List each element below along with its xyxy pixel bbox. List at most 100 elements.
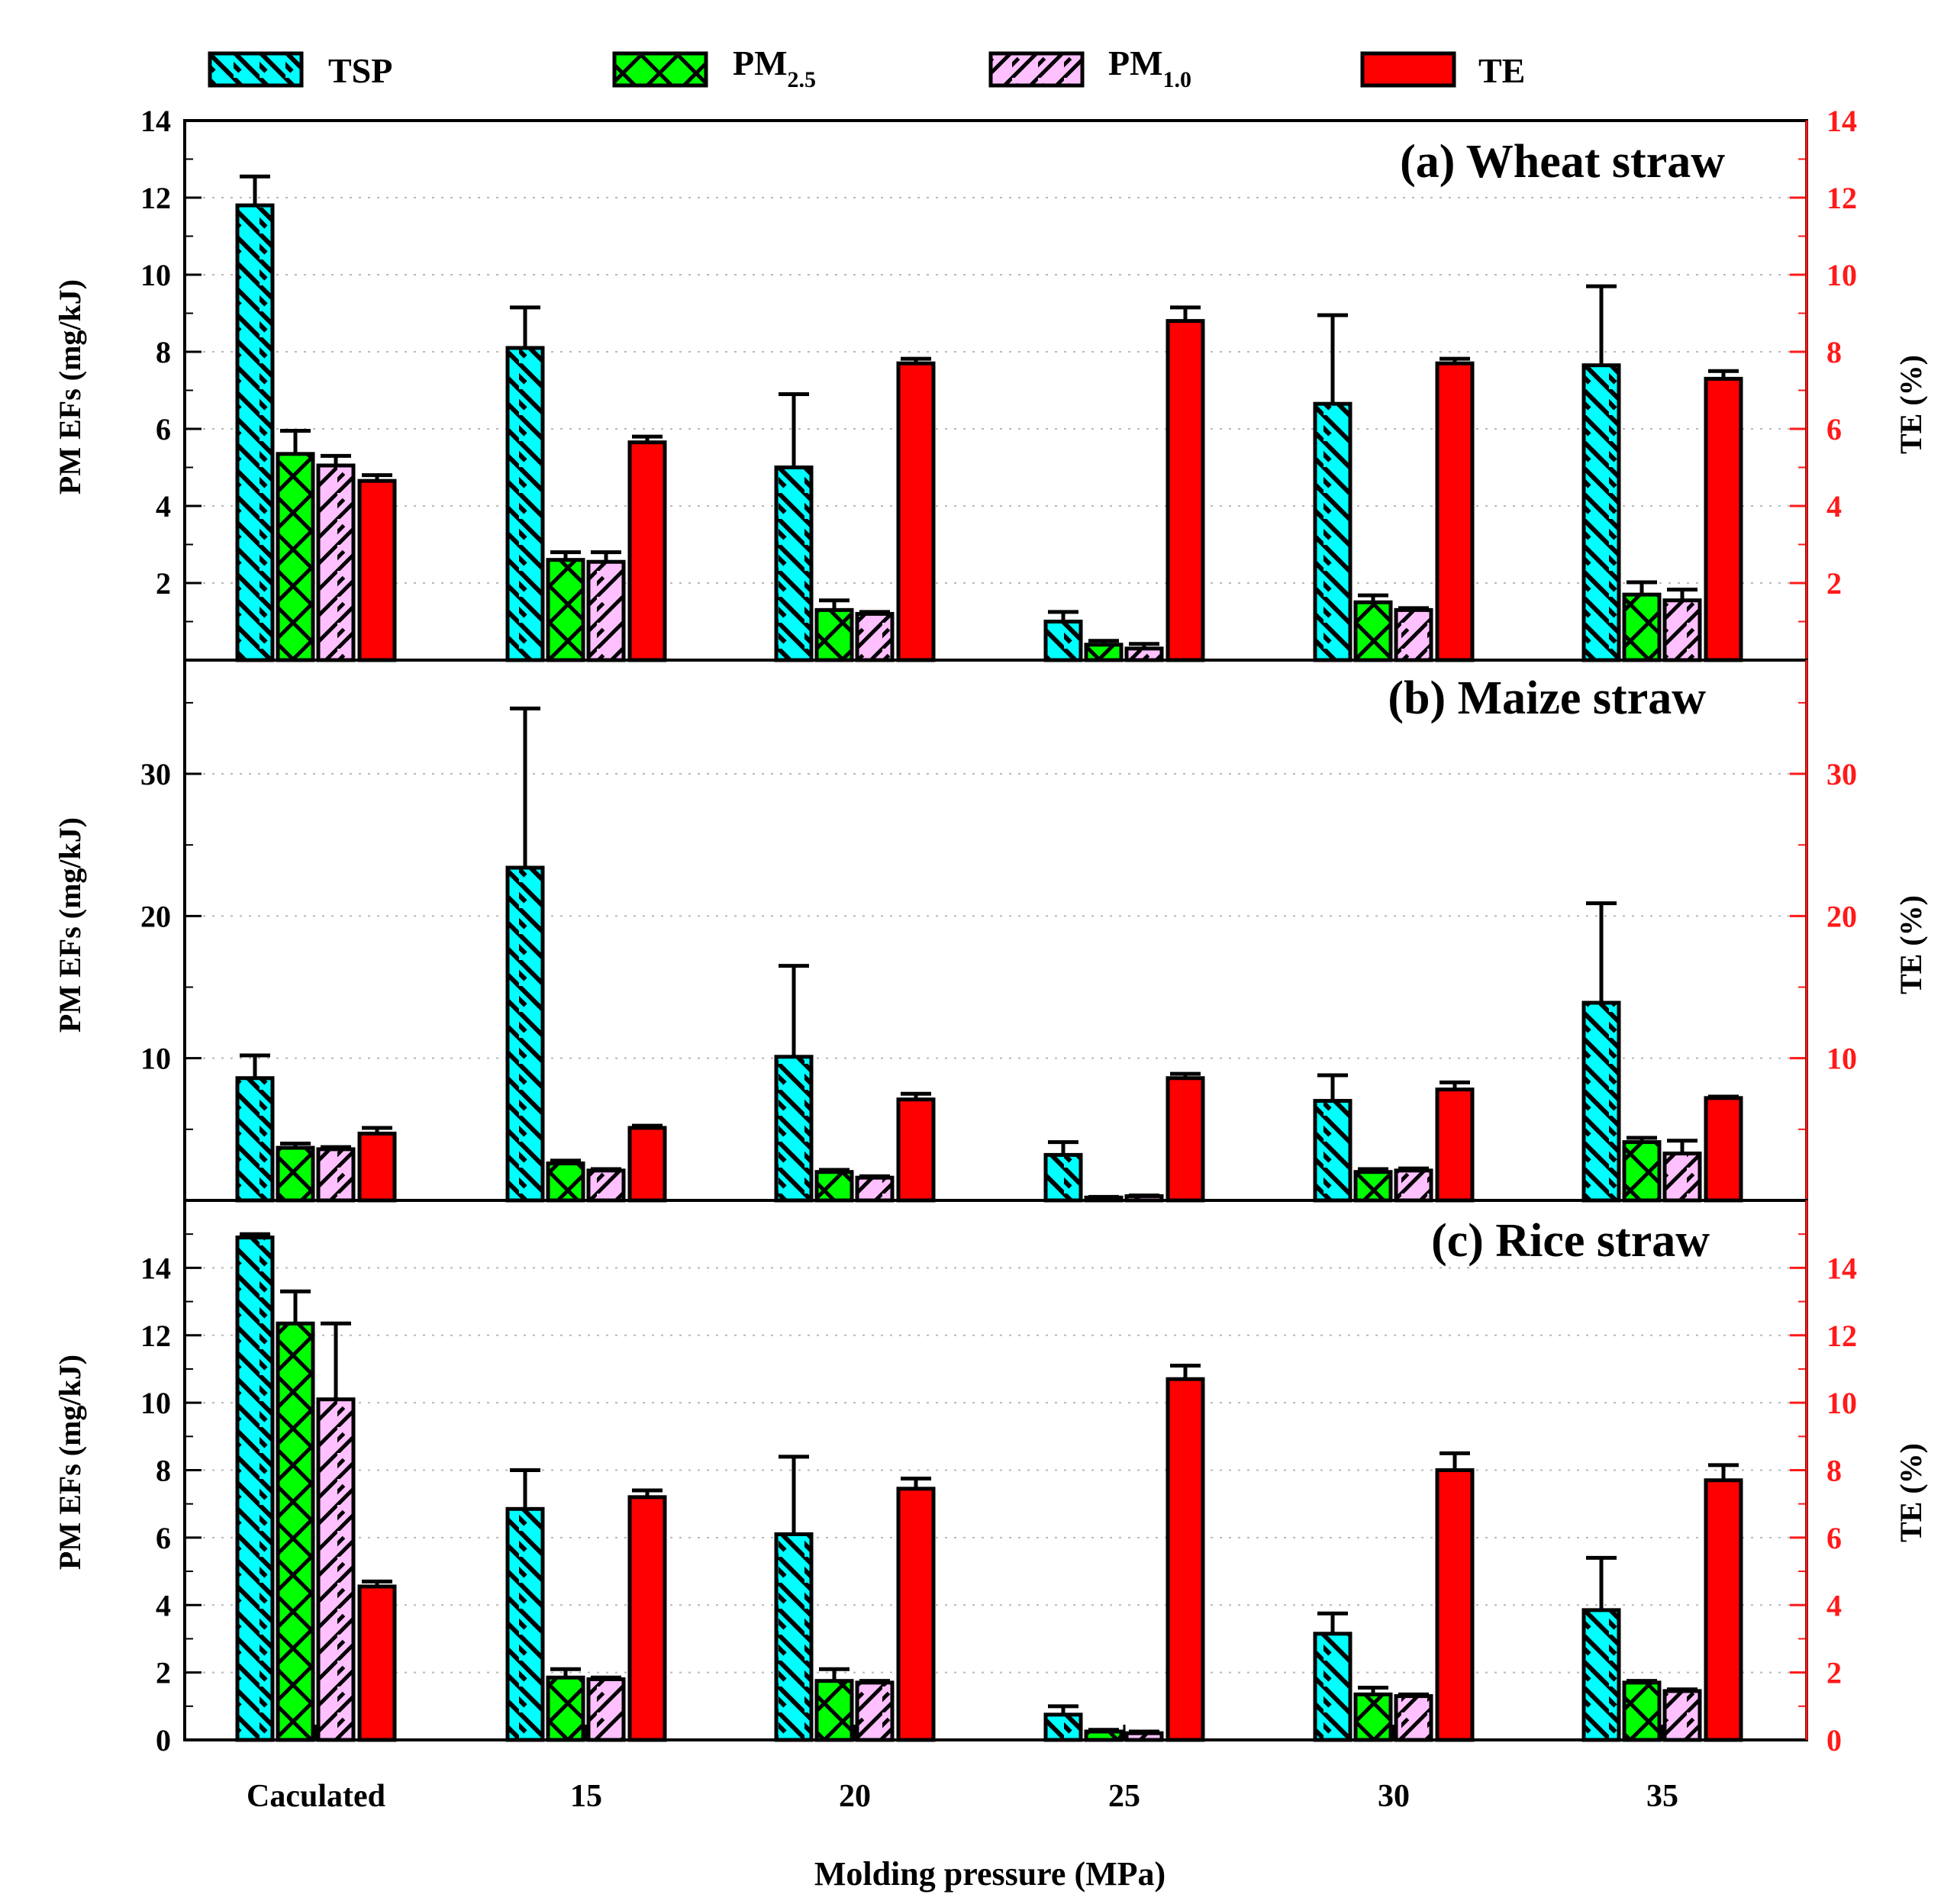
panel-b: 10 10 20 20 30 30 [140, 659, 1857, 1203]
bar-b-tsp-4 [1313, 1099, 1352, 1203]
y-tick-label: 30 [140, 757, 171, 791]
x-tick-label-caculated: Caculated [247, 1779, 385, 1814]
panel-c-title: (c) Rice straw [1431, 1215, 1710, 1267]
bar-c-te-2 [896, 1487, 936, 1742]
y-tick-label: 8 [156, 1454, 171, 1488]
bar-c-pm25-0 [276, 1321, 315, 1742]
panel-c-y2label: TE (%) [1894, 1443, 1928, 1542]
y-tick-label: 10 [140, 1042, 171, 1076]
bar-c-te-4 [1435, 1468, 1475, 1742]
bar-c-tsp-5 [1581, 1608, 1621, 1742]
bar-c-tsp-0 [235, 1236, 275, 1742]
y-tick-label: 2 [156, 1656, 171, 1690]
x-tick-label-15: 15 [570, 1779, 602, 1814]
bar-b-tsp-5 [1581, 1000, 1621, 1203]
legend-label-pm25-main: PM [733, 43, 788, 82]
bar-c-pm10-0 [316, 1397, 356, 1742]
x-tick-label-30: 30 [1378, 1779, 1410, 1814]
x-tick-label-20: 20 [839, 1779, 871, 1814]
bar-b-pm10-2 [855, 1175, 895, 1203]
y2-tick-label: 14 [1826, 1251, 1857, 1285]
y-tick-label: 12 [140, 181, 171, 215]
legend-label-pm10: PM1.0 [1108, 43, 1191, 92]
bar-c-te-3 [1165, 1377, 1205, 1742]
y-tick-label: 10 [140, 258, 171, 292]
bar-a-tsp-2 [774, 466, 814, 662]
y2-tick-label: 8 [1826, 1454, 1842, 1488]
y2-tick-label: 2 [1826, 1656, 1842, 1690]
legend-item-tsp: TSP [208, 51, 392, 90]
legend-label-pm25-sub: 2.5 [788, 67, 817, 92]
legend-label-pm10-sub: 1.0 [1163, 67, 1192, 92]
bar-a-te-3 [1165, 319, 1205, 662]
bar-a-pm10-2 [855, 611, 895, 662]
x-tick-label-35: 35 [1646, 1779, 1678, 1814]
bar-a-pm10-3 [1124, 646, 1164, 662]
panel-frame [183, 1199, 1808, 1741]
bar-c-pm10-4 [1394, 1694, 1433, 1742]
y-tick-label: 8 [156, 335, 171, 369]
legend-swatch-te [1360, 51, 1456, 88]
bar-b-pm10-4 [1394, 1168, 1433, 1203]
bar-c-te-1 [627, 1495, 667, 1742]
panel-a-ylabel: PM EFs (mg/kJ) [53, 279, 87, 495]
bar-c-pm25-2 [814, 1679, 854, 1742]
bar-a-tsp-1 [505, 346, 545, 662]
bar-b-te-1 [627, 1126, 667, 1203]
bar-c-pm25-4 [1353, 1692, 1393, 1742]
bar-c-pm10-5 [1662, 1689, 1702, 1742]
bar-a-pm10-4 [1394, 607, 1433, 662]
bar-a-tsp-4 [1313, 401, 1352, 662]
bar-c-te-5 [1704, 1478, 1743, 1742]
y2-tick-label: 14 [1826, 104, 1857, 138]
panel-b-ylabel: PM EFs (mg/kJ) [53, 817, 87, 1033]
y2-tick-label: 4 [1826, 489, 1842, 524]
bar-c-te-0 [357, 1584, 397, 1742]
bar-a-te-5 [1704, 376, 1743, 662]
bar-c-tsp-4 [1313, 1632, 1352, 1742]
legend-swatch-pm10 [988, 51, 1085, 88]
bar-b-te-4 [1435, 1087, 1475, 1203]
y2-tick-label: 12 [1826, 181, 1857, 215]
y-tick-label: 6 [156, 1521, 171, 1555]
bar-c-tsp-3 [1043, 1712, 1083, 1742]
x-axis-title: Molding pressure (MPa) [814, 1855, 1165, 1893]
panel-a: 2 2 4 4 6 6 8 8 10 10 12 12 14 14 [140, 104, 1857, 662]
bar-b-pm10-1 [586, 1168, 626, 1203]
bar-a-te-1 [627, 440, 667, 662]
panel-a-y2label: TE (%) [1894, 355, 1928, 454]
legend-label-pm25: PM2.5 [733, 43, 816, 92]
bar-b-te-0 [357, 1131, 397, 1203]
y-tick-label: 4 [156, 489, 171, 524]
bar-b-tsp-0 [235, 1076, 275, 1203]
panel-frame [183, 659, 1808, 1202]
bar-b-tsp-3 [1043, 1152, 1083, 1203]
legend-label-te: TE [1478, 51, 1525, 90]
bar-a-pm10-1 [586, 559, 626, 662]
bar-a-te-4 [1435, 361, 1475, 662]
bar-a-te-0 [357, 478, 397, 662]
bar-b-pm25-4 [1353, 1170, 1393, 1203]
x-axis-category-labels: Caculated 15 20 25 30 35 [247, 1779, 1678, 1814]
y-tick-label: 0 [156, 1723, 171, 1757]
bar-a-pm25-5 [1622, 592, 1662, 662]
y-tick-label: 4 [156, 1588, 171, 1622]
y2-tick-label: 30 [1826, 757, 1857, 791]
bar-c-pm10-2 [855, 1680, 895, 1742]
bar-b-te-3 [1165, 1076, 1205, 1203]
panel-a-title: (a) Wheat straw [1400, 136, 1725, 188]
legend-label-pm10-main: PM [1108, 43, 1163, 82]
y-tick-label: 2 [156, 566, 171, 601]
y2-tick-label: 0 [1826, 1723, 1842, 1757]
bar-b-te-2 [896, 1097, 936, 1203]
legend: TSP PM2.5 PM1.0 TE [208, 43, 1525, 92]
y2-tick-label: 6 [1826, 1521, 1842, 1555]
y2-tick-label: 8 [1826, 335, 1842, 369]
panel-b-y2label: TE (%) [1894, 895, 1928, 994]
y2-tick-label: 10 [1826, 1386, 1857, 1420]
y2-tick-label: 10 [1826, 258, 1857, 292]
x-tick-label-25: 25 [1108, 1779, 1140, 1814]
y-tick-label: 14 [140, 104, 171, 138]
y-tick-label: 6 [156, 412, 171, 446]
